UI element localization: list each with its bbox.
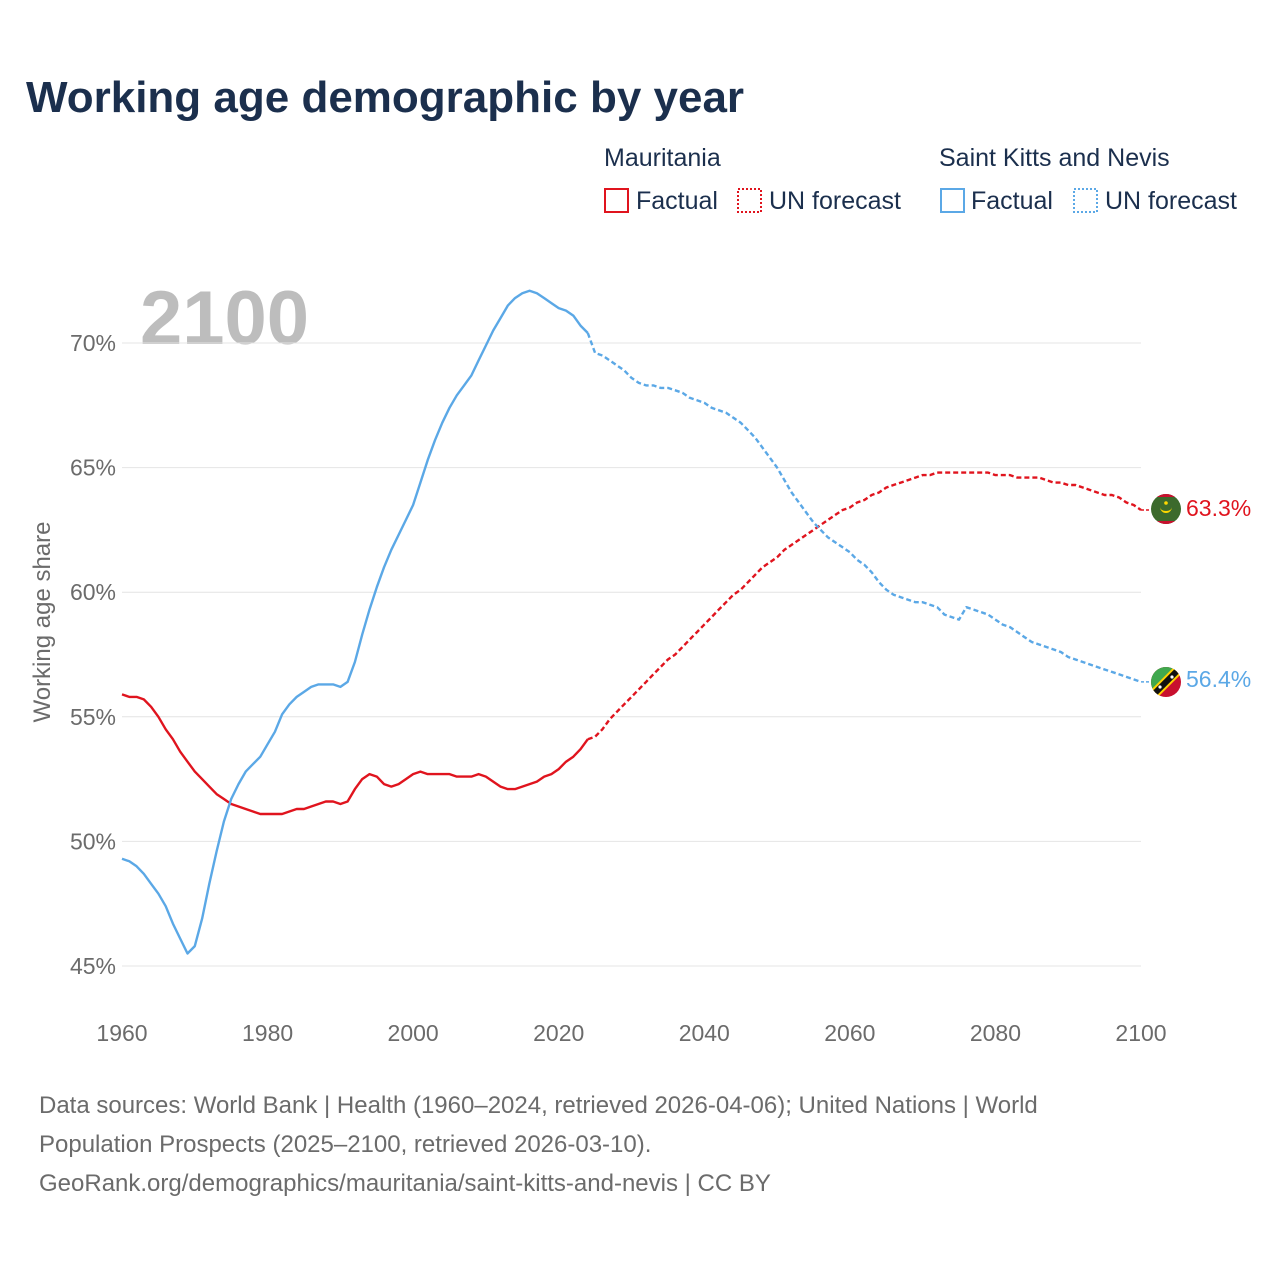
year-label: 2100 [140,276,309,361]
legend-swatch-mauritania-factual [604,188,629,213]
x-tick-label: 2000 [388,1020,439,1046]
y-tick-label: 50% [70,828,116,854]
legend-swatch-skn-factual [940,188,965,213]
end-markers [1141,509,1150,683]
legend-group-saint-kitts-and-nevis: Saint Kitts and Nevis [939,144,1170,172]
chart-title: Working age demographic by year [26,73,744,122]
legend-label-skn-forecast: UN forecast [1105,187,1237,215]
y-tick-label: 55% [70,704,116,730]
y-tick-label: 60% [70,579,116,605]
y-axis-label: Working age share [29,522,56,723]
legend-swatch-mauritania-forecast [737,188,762,213]
series-factual-line-0 [121,693,589,816]
source-line-3: GeoRank.org/demographics/mauritania/sain… [39,1170,771,1197]
legend-label-skn-factual: Factual [971,187,1053,215]
series-lines [121,289,1142,955]
grid-lines [122,342,1141,967]
y-tick-label: 65% [70,455,116,481]
x-tick-label: 1980 [242,1020,293,1046]
end-label-mauritania: 63.3% [1186,495,1251,521]
x-tick-label: 2060 [824,1020,875,1046]
x-tick-label: 1960 [96,1020,147,1046]
y-tick-label: 70% [70,330,116,356]
legend: Mauritania Factual UN forecast Saint Kit… [604,144,1237,215]
y-axis-ticks: 45% 50% 55% 60% 65% 70% [70,330,116,979]
source-line-1: Data sources: World Bank | Health (1960–… [39,1092,1038,1119]
x-tick-label: 2040 [679,1020,730,1046]
legend-label-mauritania-factual: Factual [636,187,718,215]
legend-swatch-skn-forecast [1073,188,1098,213]
saint-kitts-and-nevis-flag-icon [1151,667,1181,697]
series-forecast-line-1 [586,332,1142,684]
source-line-2: Population Prospects (2025–2100, retriev… [39,1131,651,1158]
x-tick-label: 2080 [970,1020,1021,1046]
legend-label-mauritania-forecast: UN forecast [769,187,901,215]
mauritania-flag-icon [1151,494,1181,524]
legend-group-mauritania: Mauritania [604,144,721,172]
x-axis-ticks: 1960 1980 2000 2020 2040 2060 2080 2100 [96,1020,1166,1046]
series-forecast-line-0 [587,471,1142,741]
series-factual-line-1 [121,289,589,955]
x-tick-label: 2100 [1115,1020,1166,1046]
end-label-saint-kitts-and-nevis: 56.4% [1186,666,1251,692]
y-tick-label: 45% [70,953,116,979]
x-tick-label: 2020 [533,1020,584,1046]
